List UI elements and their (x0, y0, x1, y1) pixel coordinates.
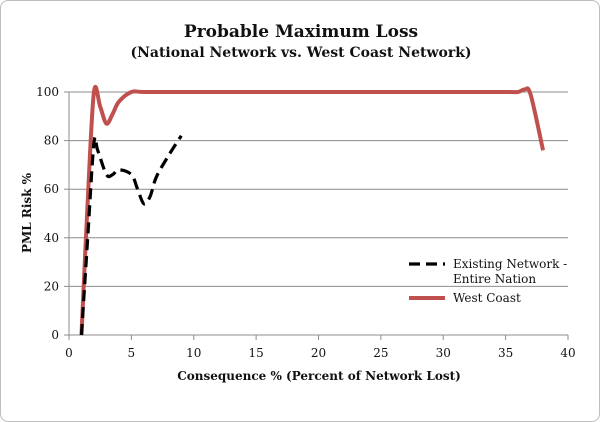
legend-label: Entire Nation (453, 272, 536, 286)
x-tick-labels: 0 5 10 15 20 25 30 35 40 (65, 346, 575, 360)
y-tick-label: 80 (44, 134, 59, 148)
y-tick-label: 20 (44, 279, 59, 293)
x-tick-label: 35 (498, 346, 513, 360)
x-tick-label: 20 (311, 346, 326, 360)
y-axis-label: PML Risk % (20, 172, 34, 253)
x-tick-label: 30 (436, 346, 451, 360)
x-tick-label: 10 (186, 346, 201, 360)
legend-label: Existing Network - (453, 257, 567, 271)
y-tick-labels: 0 20 40 60 80 100 (36, 85, 59, 342)
x-tick-label: 25 (373, 346, 388, 360)
series-line-west-coast (79, 84, 546, 336)
legend: Existing Network -Entire Nation West Coas… (409, 257, 567, 305)
chart-title: Probable Maximum Loss (184, 22, 418, 42)
legend-label: West Coast (453, 291, 521, 305)
chart-subtitle: (National Network vs. West Coast Network… (130, 45, 471, 61)
y-tick-label: 0 (51, 328, 59, 342)
series-lines (79, 84, 546, 336)
axes (64, 91, 569, 340)
x-tick-label: 15 (248, 346, 263, 360)
y-tick-label: 100 (36, 85, 59, 99)
x-tick-label: 40 (560, 346, 575, 360)
x-axis-label: Consequence % (Percent of Network Lost) (177, 369, 461, 383)
y-tick-label: 40 (44, 231, 59, 245)
y-tick-label: 60 (44, 182, 59, 196)
x-tick-label: 0 (65, 346, 73, 360)
x-tick-label: 5 (128, 346, 136, 360)
series-line-existing-network (79, 134, 183, 336)
